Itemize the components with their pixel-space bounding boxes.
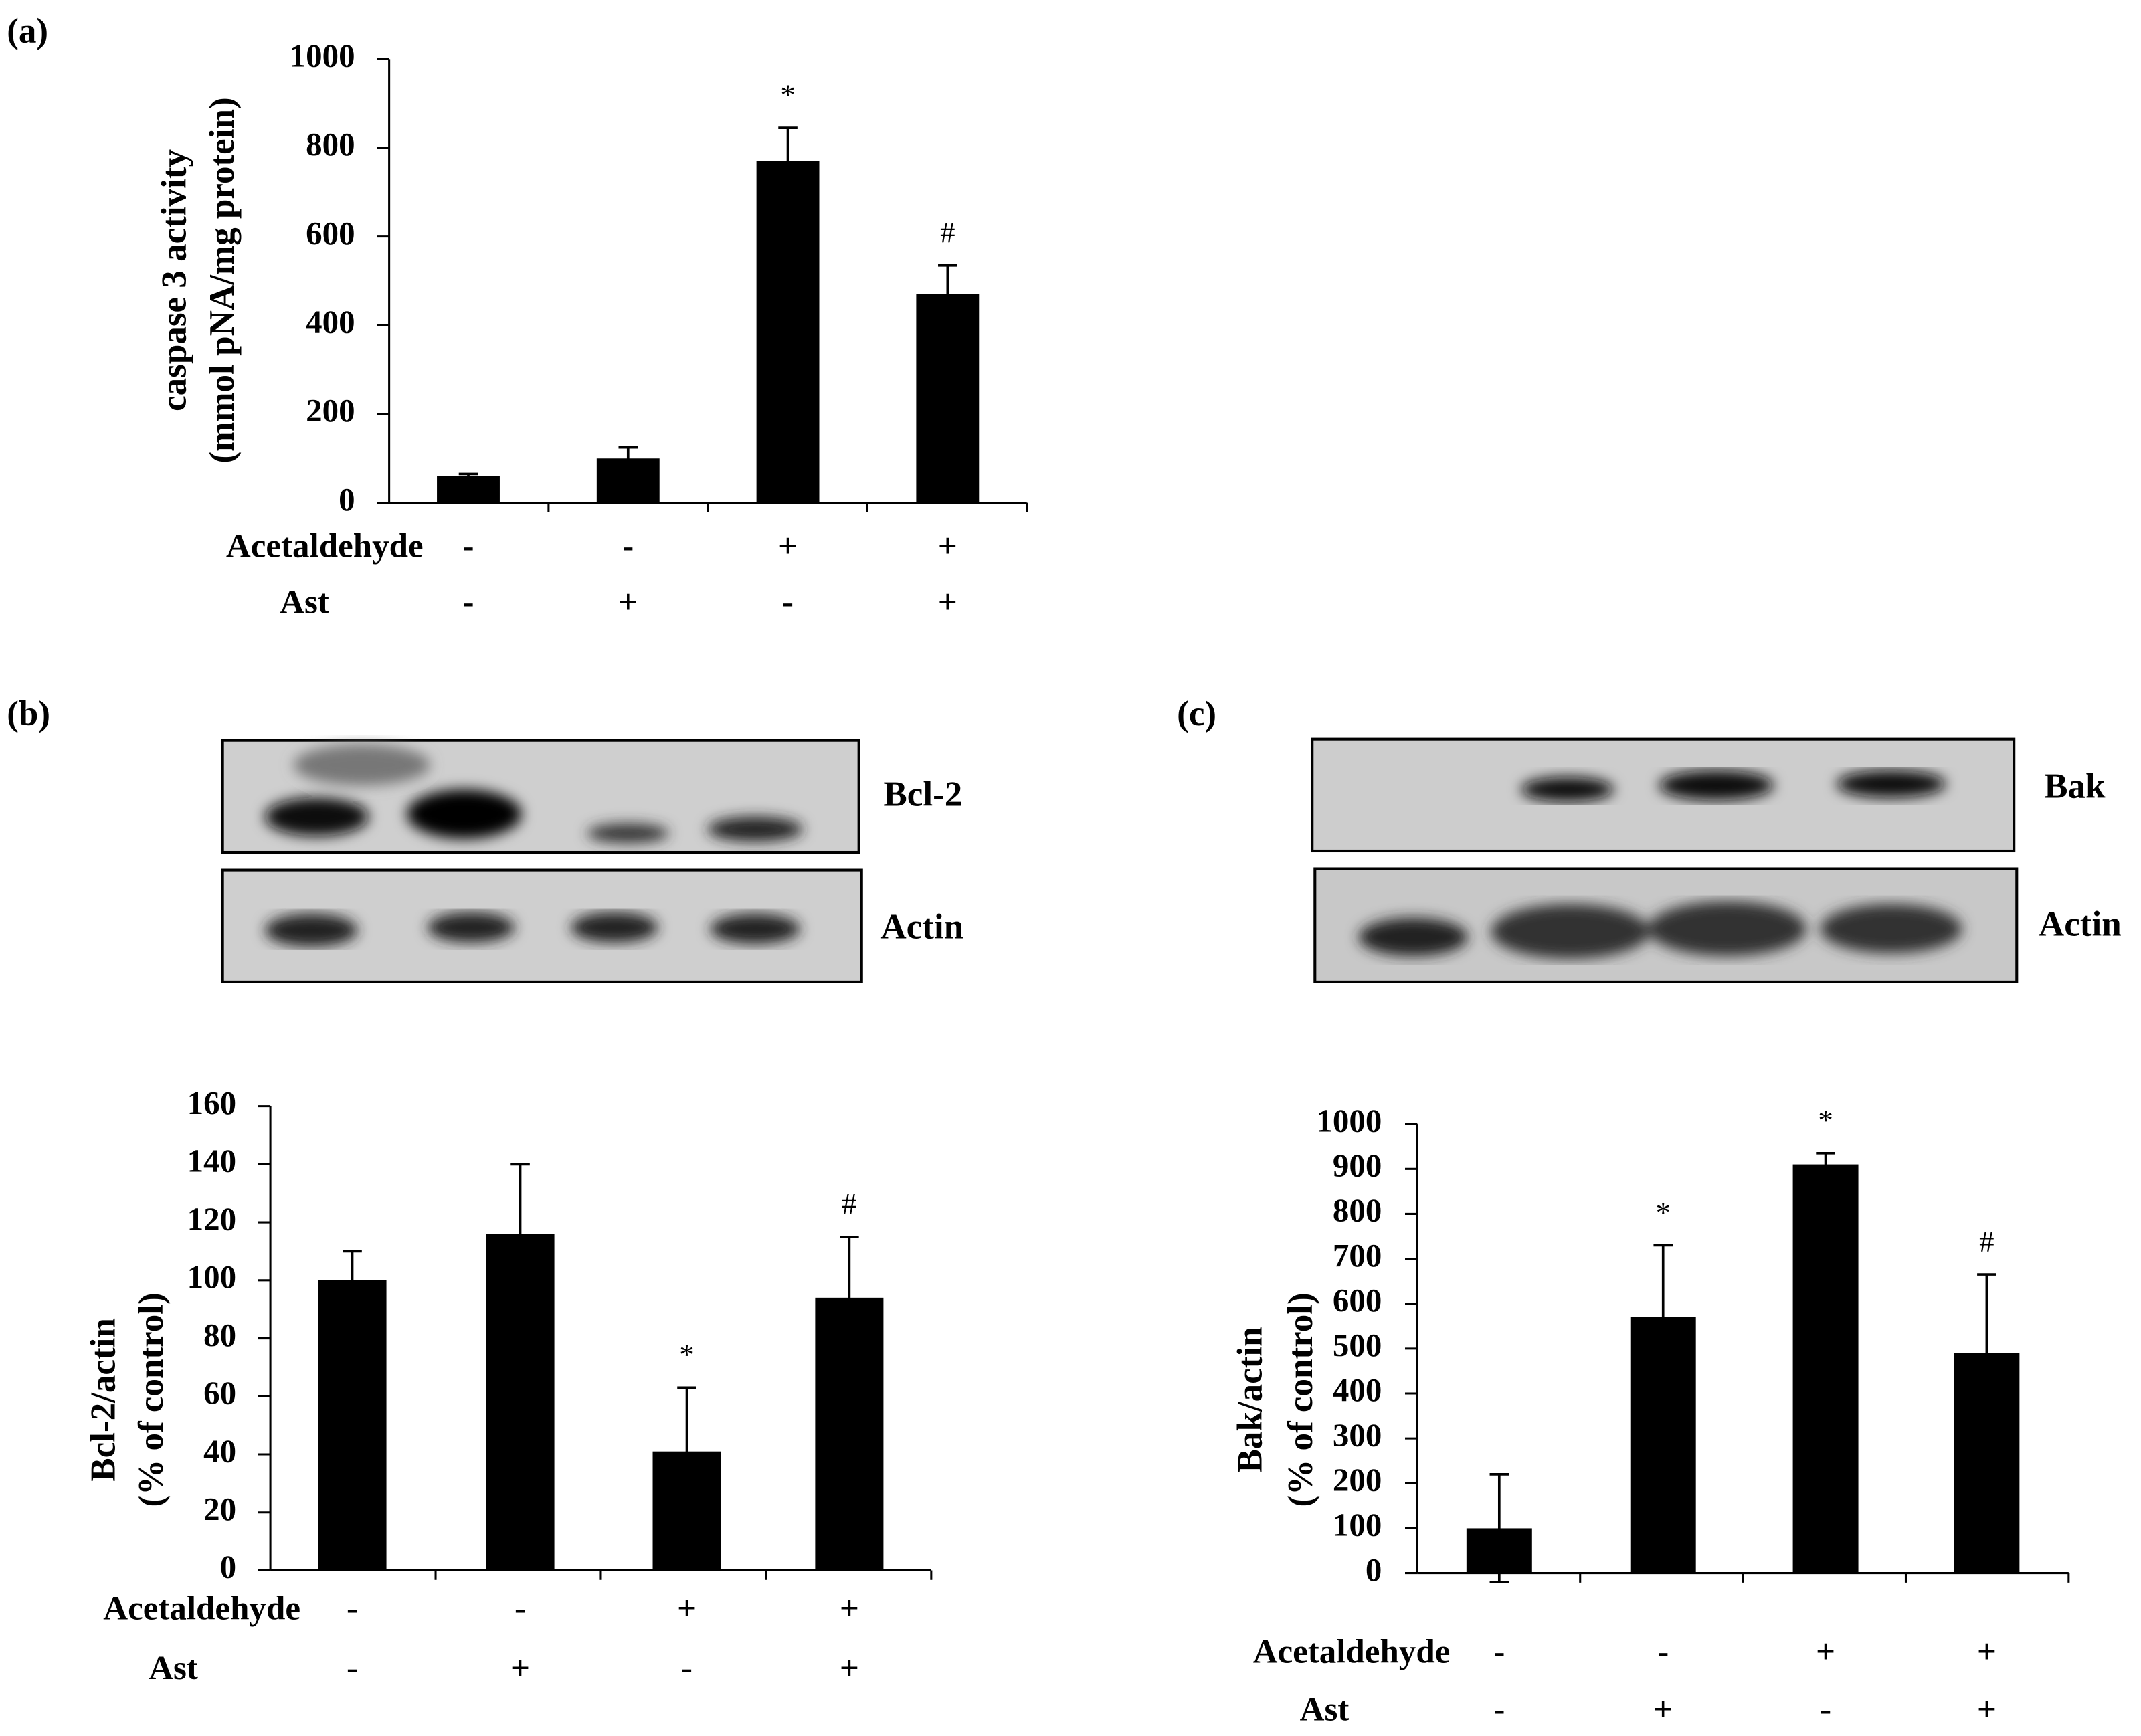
bar [318, 1280, 387, 1571]
blot-label: Actin [2039, 904, 2122, 943]
significance-marker: # [1979, 1224, 1994, 1258]
condition-value: - [515, 1589, 526, 1627]
condition-value: + [840, 1650, 859, 1687]
condition-value: + [938, 583, 957, 621]
condition-value: + [618, 583, 638, 621]
condition-name: Acetaldehyde [1253, 1634, 1451, 1671]
condition-value: - [622, 528, 634, 565]
significance-marker: * [1655, 1195, 1670, 1229]
condition-name: Ast [280, 583, 329, 621]
y-tick-label: 120 [187, 1200, 236, 1237]
condition-value: - [463, 528, 474, 565]
condition-name: Acetaldehyde [226, 528, 424, 565]
condition-name: Ast [149, 1650, 198, 1687]
panel-label: (c) [1177, 694, 1216, 733]
bar [1466, 1528, 1532, 1573]
blot-label: Actin [880, 908, 963, 947]
y-axis-label: (% of control) [132, 1292, 171, 1507]
y-tick-label: 900 [1333, 1147, 1382, 1184]
condition-value: - [681, 1650, 692, 1687]
blot-label: Bcl-2 [883, 775, 962, 814]
bar [596, 458, 660, 503]
condition-value: - [1657, 1634, 1669, 1671]
y-tick-label: 200 [1333, 1462, 1382, 1499]
y-axis-label: (% of control) [1281, 1292, 1320, 1507]
significance-marker: * [1818, 1103, 1833, 1137]
blot-c [1311, 737, 2019, 983]
bar [437, 476, 500, 503]
y-axis-label: Bak/actin [1231, 1327, 1270, 1472]
bar [652, 1451, 721, 1571]
y-tick-label: 100 [187, 1258, 236, 1295]
significance-marker: # [842, 1187, 856, 1220]
y-tick-label: 60 [203, 1375, 236, 1412]
condition-value: - [1493, 1691, 1505, 1728]
y-tick-label: 20 [203, 1490, 236, 1527]
y-tick-label: 300 [1333, 1416, 1382, 1453]
condition-name: Ast [1300, 1691, 1349, 1728]
significance-marker: # [940, 215, 955, 249]
condition-value: - [347, 1589, 358, 1627]
panel-label: (b) [7, 694, 50, 733]
y-tick-label: 800 [306, 126, 355, 163]
y-tick-label: 400 [1333, 1371, 1382, 1408]
y-tick-label: 600 [1333, 1282, 1382, 1319]
condition-value: + [778, 528, 798, 565]
bar [486, 1234, 555, 1571]
y-tick-label: 140 [187, 1143, 236, 1179]
y-tick-label: 40 [203, 1432, 236, 1469]
condition-value: - [1493, 1634, 1505, 1671]
condition-value: - [782, 583, 794, 621]
y-tick-label: 200 [306, 392, 355, 429]
y-tick-label: 80 [203, 1317, 236, 1353]
y-tick-label: 1000 [290, 37, 355, 74]
condition-value: + [938, 528, 957, 565]
condition-value: + [1816, 1634, 1835, 1671]
condition-value: - [347, 1650, 358, 1687]
blot-label: Bak [2044, 767, 2106, 805]
bar [1792, 1164, 1859, 1573]
y-tick-label: 100 [1333, 1507, 1382, 1543]
y-axis-label: caspase 3 activity [155, 149, 193, 411]
y-tick-label: 800 [1333, 1192, 1382, 1229]
y-tick-label: 1000 [1316, 1102, 1382, 1139]
y-tick-label: 0 [339, 481, 355, 518]
y-tick-label: 160 [187, 1084, 236, 1121]
bar [1630, 1317, 1696, 1573]
condition-value: + [677, 1589, 696, 1627]
condition-value: - [463, 583, 474, 621]
blot-b [221, 739, 863, 983]
panel-label: (a) [7, 12, 48, 51]
y-tick-label: 0 [220, 1549, 236, 1585]
y-tick-label: 700 [1333, 1237, 1382, 1274]
condition-value: - [1820, 1691, 1831, 1728]
bar [815, 1297, 884, 1571]
y-tick-label: 400 [306, 304, 355, 341]
y-tick-label: 500 [1333, 1327, 1382, 1363]
significance-marker: * [679, 1338, 694, 1371]
y-axis-label: Bcl-2/actin [84, 1318, 122, 1482]
bar [756, 161, 820, 503]
y-tick-label: 0 [1366, 1551, 1382, 1588]
condition-value: + [1977, 1634, 1996, 1671]
condition-value: + [510, 1650, 530, 1687]
condition-value: + [1977, 1691, 1996, 1728]
condition-name: Acetaldehyde [103, 1589, 300, 1627]
y-axis-label: (mmol pNA/mg protein) [203, 97, 242, 463]
significance-marker: * [780, 78, 795, 112]
condition-value: + [840, 1589, 859, 1627]
bar [1954, 1353, 2020, 1573]
bar [916, 294, 980, 503]
y-tick-label: 600 [306, 215, 355, 252]
condition-value: + [1653, 1691, 1673, 1728]
